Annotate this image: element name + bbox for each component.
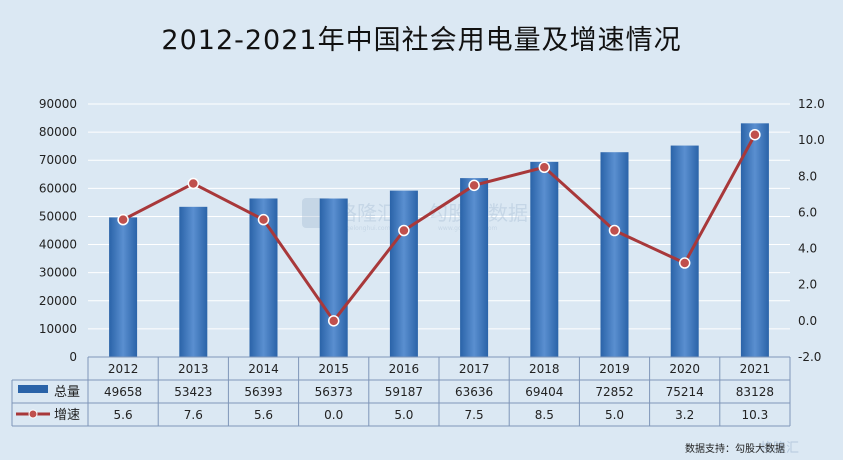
- x-category-label: 2021: [740, 362, 771, 376]
- x-category-label: 2015: [318, 362, 349, 376]
- y-left-tick: 50000: [39, 209, 77, 223]
- data-table: 2012 49658 5.6 2013 53423 7.6 2014 56393 5.6 2015…: [11, 356, 791, 427]
- growth-point-2017: [468, 179, 480, 192]
- y-right-tick: 0.0: [798, 314, 817, 328]
- growth-value-label: 5.6: [114, 408, 133, 422]
- watermark-left-sub: gelonghui.com: [346, 225, 391, 232]
- chart-title: 2012-2021年中国社会用电量及增速情况: [161, 25, 682, 56]
- line-series: [117, 128, 761, 327]
- corner-watermark: 格隆汇: [760, 440, 799, 456]
- legend-line-marker: [28, 409, 38, 419]
- x-category-label: 2014: [248, 362, 279, 376]
- y-right-tick: 4.0: [798, 242, 817, 256]
- bar-value-label: 69404: [525, 385, 563, 399]
- x-category-label: 2016: [389, 362, 420, 376]
- x-category-label: 2020: [669, 362, 700, 376]
- bar-2017: [460, 178, 489, 357]
- growth-value-label: 5.6: [254, 408, 273, 422]
- bar-value-label: 83128: [736, 385, 774, 399]
- bar-2016: [389, 190, 418, 357]
- y-left-tick: 90000: [39, 97, 77, 111]
- growth-point-2021: [749, 128, 761, 141]
- bar-value-label: 53423: [174, 385, 212, 399]
- growth-value-label: 0.0: [324, 408, 343, 422]
- y-axis-right: -2.0 0.0 2.0 4.0 6.0 8.0 10.0 12.0: [798, 97, 825, 364]
- legend-line-label: 增速: [54, 408, 80, 423]
- legend-bar-key: [18, 385, 48, 393]
- x-category-label: 2019: [599, 362, 630, 376]
- growth-point-2018: [538, 161, 551, 173]
- bar-value-label: 56393: [244, 385, 282, 399]
- growth-point-2016: [398, 224, 410, 237]
- growth-value-label: 5.0: [605, 408, 624, 422]
- bar-value-label: 56373: [315, 385, 353, 399]
- y-axis-left: 0 10000 20000 30000 40000 50000 60000 70000 8000…: [39, 97, 77, 364]
- growth-value-label: 7.6: [184, 408, 203, 422]
- y-left-tick: 70000: [39, 153, 77, 167]
- source-note: 数据支持：勾股大数据: [685, 444, 785, 455]
- growth-value-label: 3.2: [675, 408, 694, 422]
- y-left-tick: 10000: [39, 322, 77, 336]
- y-left-tick: 80000: [39, 125, 77, 139]
- growth-point-2014: [257, 213, 270, 226]
- growth-value-label: 8.5: [535, 408, 554, 422]
- y-right-tick: 2.0: [798, 278, 817, 292]
- growth-value-label: 5.0: [394, 408, 413, 422]
- y-right-tick: 12.0: [798, 97, 825, 111]
- bar-value-label: 75214: [666, 385, 704, 399]
- growth-point-2015: [327, 315, 340, 327]
- y-left-tick: 0: [69, 350, 77, 364]
- growth-value-label: 7.5: [465, 408, 484, 422]
- legend-bar-label: 总量: [54, 385, 80, 400]
- bar-2020: [670, 145, 699, 357]
- x-category-label: 2017: [459, 362, 490, 376]
- x-category-label: 2013: [178, 362, 209, 376]
- bar-value-label: 72852: [595, 385, 633, 399]
- bar-value-label: 59187: [385, 385, 423, 399]
- growth-line: [122, 134, 757, 324]
- y-right-tick: 6.0: [798, 205, 817, 219]
- x-category-label: 2018: [529, 362, 560, 376]
- growth-point-2019: [608, 224, 621, 237]
- y-left-tick: 60000: [39, 181, 77, 195]
- bar-2012: [109, 217, 138, 357]
- x-category-label: 2012: [108, 362, 139, 376]
- growth-value-label: 10.3: [742, 408, 769, 422]
- bar-value-label: 49658: [104, 385, 142, 399]
- bar-2019: [600, 152, 629, 357]
- y-right-tick: 10.0: [798, 133, 825, 147]
- growth-point-2013: [187, 177, 200, 190]
- bar-value-label: 63636: [455, 385, 493, 399]
- growth-point-2012: [117, 213, 129, 226]
- bar-2018: [530, 161, 559, 357]
- growth-point-2020: [678, 257, 691, 269]
- y-left-tick: 20000: [39, 294, 77, 308]
- bar-2013: [179, 206, 208, 357]
- y-left-tick: 30000: [39, 266, 77, 280]
- bar-2021: [740, 123, 769, 357]
- bar-2015: [319, 198, 348, 357]
- y-right-tick: -2.0: [798, 350, 821, 364]
- y-right-tick: 8.0: [798, 169, 817, 183]
- y-left-tick: 40000: [39, 238, 77, 252]
- bar-series: [109, 123, 769, 357]
